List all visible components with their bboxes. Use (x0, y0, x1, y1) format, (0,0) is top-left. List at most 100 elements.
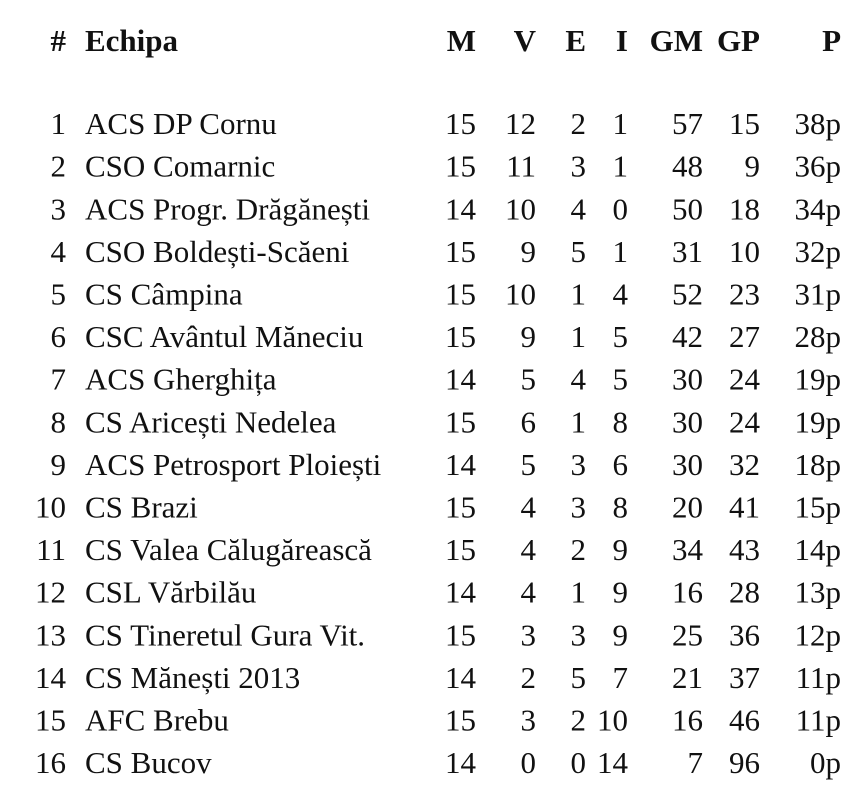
cell-played: 15 (445, 490, 476, 525)
cell-position: 10 (35, 490, 66, 525)
cell-team: AFC Brebu (85, 703, 229, 738)
cell-won: 4 (521, 575, 537, 610)
cell-goals-for: 34 (672, 532, 704, 567)
cell-lost: 6 (613, 447, 629, 482)
header-position: # (51, 23, 67, 58)
cell-team: CSO Boldești-Scăeni (85, 234, 350, 269)
cell-points: 11p (796, 703, 841, 738)
cell-won: 10 (505, 191, 536, 226)
cell-played: 14 (445, 191, 477, 226)
cell-team: CSL Vărbilău (85, 575, 256, 610)
cell-goals-for: 50 (672, 191, 703, 226)
cell-drawn: 4 (571, 191, 587, 226)
cell-goals-against: 15 (729, 106, 760, 141)
cell-drawn: 1 (571, 575, 587, 610)
cell-points: 11p (796, 660, 841, 695)
header-team: Echipa (85, 23, 179, 58)
cell-lost: 0 (613, 191, 629, 226)
cell-team: CSO Comarnic (85, 149, 275, 184)
cell-lost: 8 (613, 490, 629, 525)
cell-position: 5 (51, 277, 67, 312)
cell-played: 15 (445, 404, 476, 439)
cell-lost: 1 (613, 106, 629, 141)
cell-played: 15 (445, 617, 476, 652)
cell-played: 14 (445, 660, 477, 695)
cell-goals-for: 30 (672, 447, 703, 482)
cell-drawn: 2 (571, 532, 587, 567)
cell-position: 7 (51, 362, 67, 397)
header-goals-for: GM (650, 23, 703, 58)
cell-played: 15 (445, 703, 476, 738)
cell-goals-against: 10 (729, 234, 760, 269)
cell-goals-against: 41 (729, 490, 760, 525)
cell-won: 11 (506, 149, 536, 184)
cell-won: 0 (521, 745, 537, 780)
cell-lost: 1 (613, 149, 629, 184)
cell-team: CS Bucov (85, 745, 212, 780)
cell-points: 19p (795, 362, 842, 397)
cell-team: CS Tineretul Gura Vit. (85, 617, 365, 652)
cell-goals-for: 48 (672, 149, 703, 184)
cell-points: 19p (795, 404, 842, 439)
cell-team: CS Brazi (85, 490, 198, 525)
cell-goals-against: 18 (729, 191, 760, 226)
cell-points: 14p (795, 532, 842, 567)
cell-team: ACS Gherghița (85, 362, 277, 397)
cell-position: 8 (51, 404, 67, 439)
cell-won: 9 (521, 319, 537, 354)
cell-goals-for: 20 (672, 490, 703, 525)
cell-drawn: 3 (571, 447, 587, 482)
cell-lost: 9 (613, 532, 629, 567)
cell-played: 15 (445, 319, 476, 354)
cell-points: 18p (795, 447, 842, 482)
cell-won: 6 (521, 404, 537, 439)
cell-lost: 10 (597, 703, 628, 738)
cell-position: 12 (35, 575, 66, 610)
cell-won: 3 (521, 703, 537, 738)
cell-points: 36p (795, 149, 842, 184)
cell-drawn: 1 (571, 277, 587, 312)
cell-goals-against: 43 (729, 532, 760, 567)
cell-points: 31p (795, 277, 842, 312)
cell-goals-against: 24 (729, 362, 761, 397)
cell-position: 13 (35, 617, 66, 652)
cell-points: 12p (795, 617, 842, 652)
cell-team: ACS DP Cornu (85, 106, 277, 141)
cell-goals-against: 28 (729, 575, 760, 610)
cell-team: CSC Avântul Măneciu (85, 319, 363, 354)
cell-position: 6 (51, 319, 67, 354)
cell-played: 15 (445, 234, 476, 269)
cell-won: 10 (505, 277, 536, 312)
cell-points: 34p (795, 191, 842, 226)
cell-lost: 9 (613, 617, 629, 652)
cell-played: 14 (445, 575, 477, 610)
cell-drawn: 3 (571, 490, 587, 525)
cell-won: 2 (521, 660, 537, 695)
cell-goals-against: 46 (729, 703, 760, 738)
cell-drawn: 0 (571, 745, 587, 780)
cell-played: 14 (445, 362, 477, 397)
cell-played: 14 (445, 745, 477, 780)
cell-drawn: 2 (571, 703, 587, 738)
cell-drawn: 3 (571, 149, 587, 184)
header-goals-against: GP (717, 23, 760, 58)
cell-team: CS Aricești Nedelea (85, 404, 337, 439)
cell-goals-for: 16 (672, 703, 703, 738)
cell-goals-for: 21 (672, 660, 703, 695)
cell-lost: 8 (613, 404, 629, 439)
cell-position: 14 (35, 660, 67, 695)
cell-won: 12 (505, 106, 536, 141)
cell-team: ACS Petrosport Ploiești (85, 447, 382, 482)
cell-played: 15 (445, 106, 476, 141)
cell-position: 2 (51, 149, 67, 184)
cell-goals-for: 16 (672, 575, 703, 610)
cell-goals-for: 42 (672, 319, 703, 354)
cell-points: 38p (795, 106, 842, 141)
cell-lost: 9 (613, 575, 629, 610)
cell-position: 1 (51, 106, 67, 141)
cell-team: ACS Progr. Drăgănești (85, 191, 370, 226)
cell-goals-for: 7 (688, 745, 704, 780)
cell-goals-against: 24 (729, 404, 761, 439)
cell-won: 5 (521, 447, 537, 482)
cell-lost: 5 (613, 319, 629, 354)
